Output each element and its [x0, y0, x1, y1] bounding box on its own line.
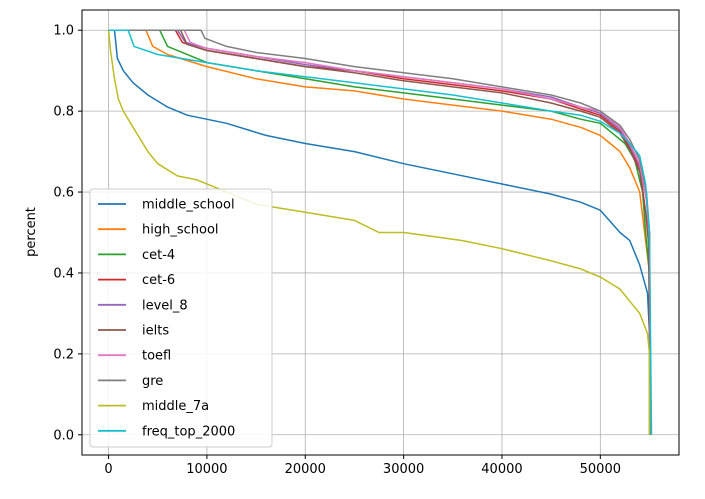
- series-line-middle-school: [108, 29, 651, 435]
- x-tick-label: 50000: [580, 462, 621, 477]
- series-line-middle-7a: [107, 30, 651, 435]
- y-tick-label: 0.2: [53, 347, 74, 362]
- legend-label: high_school: [142, 223, 219, 238]
- y-tick-label: 0.6: [53, 186, 74, 201]
- legend-label: freq_top_2000: [142, 424, 235, 439]
- y-tick-label: 0.0: [53, 428, 74, 443]
- series-line-freq-top-2000: [108, 29, 653, 435]
- y-axis: 0.0 0.2 0.4 0.6 0.8 1.0: [53, 24, 82, 443]
- y-tick-label: 1.0: [53, 24, 74, 39]
- legend-label: cet-4: [142, 248, 175, 263]
- y-tick-label: 0.4: [53, 266, 74, 281]
- legend: middle_school high_school cet-4 cet-6 level_…: [89, 188, 273, 448]
- x-tick-label: 0: [104, 462, 112, 477]
- y-axis-label: percent: [24, 207, 39, 257]
- legend-box: [89, 188, 273, 448]
- series-line-ielts: [108, 29, 652, 435]
- x-axis: 0 10000 20000 30000 40000 50000: [104, 455, 621, 477]
- plot-frame: [81, 9, 680, 456]
- x-tick-label: 30000: [383, 462, 424, 477]
- legend-label: gre: [142, 374, 163, 389]
- legend-label: middle_school: [142, 198, 235, 213]
- legend-label: toefl: [142, 349, 171, 364]
- series-line-toefl: [108, 29, 652, 435]
- legend-label: middle_7a: [142, 399, 209, 414]
- legend-label: cet-6: [142, 273, 175, 288]
- x-tick-label: 20000: [285, 462, 326, 477]
- series-group: [107, 29, 653, 435]
- x-tick-label: 40000: [481, 462, 522, 477]
- x-tick-label: 10000: [186, 462, 227, 477]
- y-tick-label: 0.8: [53, 105, 74, 120]
- legend-label: level_8: [142, 298, 188, 313]
- series-line-gre: [108, 29, 652, 435]
- legend-label: ielts: [142, 324, 169, 339]
